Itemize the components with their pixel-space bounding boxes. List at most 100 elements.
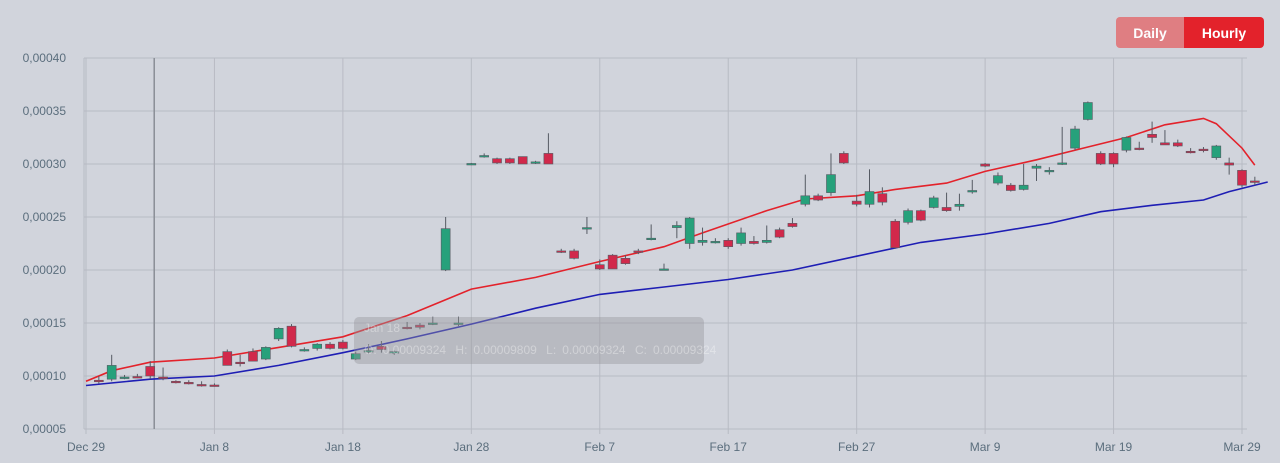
x-tick-label: Mar 19 <box>1095 440 1133 454</box>
candle-body-down <box>749 241 759 244</box>
candle <box>851 194 862 207</box>
candle-body-up <box>684 217 695 244</box>
candle-body-down <box>813 195 823 201</box>
candle <box>774 227 785 239</box>
tooltip-open-label: O: <box>364 343 377 357</box>
x-tick-label: Jan 8 <box>200 440 230 454</box>
candle <box>299 347 310 352</box>
candle-body-down <box>1185 150 1196 154</box>
candle <box>273 327 284 342</box>
candle-body-down <box>517 156 528 165</box>
candle <box>903 208 913 225</box>
tooltip-low-label: L: <box>546 343 557 357</box>
candle-body-up <box>440 228 451 271</box>
y-tick-label: 0,00035 <box>23 104 67 118</box>
x-tick-label: Dec 29 <box>67 440 105 454</box>
candle-body-down <box>543 153 554 165</box>
candle <box>1185 148 1196 154</box>
candle <box>1083 101 1093 121</box>
candle <box>761 225 772 244</box>
candle-body-up <box>864 191 875 205</box>
candle-body-up <box>1044 170 1055 173</box>
candle-body-down <box>1108 153 1119 165</box>
hourly-button[interactable]: Hourly <box>1184 17 1264 48</box>
candle-body-down <box>980 163 990 167</box>
candle-body-up <box>1070 128 1080 149</box>
candle <box>1005 183 1016 192</box>
candle <box>132 373 143 379</box>
candle-body-down <box>723 240 734 247</box>
candle <box>543 133 554 165</box>
candle <box>415 323 425 330</box>
candle-body-down <box>620 258 631 264</box>
candle-body-up <box>800 195 811 205</box>
candle <box>312 343 323 351</box>
candle <box>453 316 464 327</box>
candle-body-down <box>1095 153 1106 165</box>
candle <box>158 367 168 381</box>
candle-body-down <box>325 343 335 349</box>
candle <box>1018 164 1029 191</box>
candle <box>338 339 348 350</box>
candle <box>517 156 528 165</box>
candle <box>813 193 823 202</box>
candle-body-up <box>350 353 361 360</box>
candle <box>492 157 502 164</box>
candle-body-down <box>248 351 258 362</box>
candle <box>1211 144 1222 160</box>
tooltip-open-value: 0.00009324 <box>382 343 447 357</box>
candle-body-up <box>1083 102 1093 120</box>
candle <box>697 227 708 246</box>
y-tick-label: 0,00010 <box>23 369 67 383</box>
candle <box>967 179 978 194</box>
candle <box>402 321 412 330</box>
candle <box>440 217 451 272</box>
candle <box>1134 141 1145 151</box>
candle-body-down <box>1134 147 1145 150</box>
candle-body-up <box>479 155 489 158</box>
candle <box>954 193 965 211</box>
candle-body-up <box>363 350 374 353</box>
candle-body-down <box>402 326 412 330</box>
candle <box>800 174 811 207</box>
tooltip-close-value: 0.00009324 <box>652 343 717 357</box>
tooltip-close-label: C: <box>634 343 647 357</box>
candle <box>826 153 836 196</box>
candle <box>376 341 387 353</box>
candle-body-up <box>993 175 1003 184</box>
candle <box>594 259 605 270</box>
candle <box>1070 125 1080 151</box>
daily-button[interactable]: Daily <box>1116 17 1184 48</box>
candle <box>607 254 618 270</box>
candle <box>183 380 194 385</box>
candle <box>1121 136 1132 153</box>
candle-body-down <box>633 250 644 253</box>
chart-grid <box>83 57 1247 434</box>
y-tick-label: 0,00005 <box>23 422 67 436</box>
candle-body-down <box>1198 148 1209 151</box>
candle-body-up <box>1031 165 1042 169</box>
candle <box>1172 139 1183 148</box>
candle-body-up <box>826 174 836 193</box>
candle <box>1198 147 1209 153</box>
candle-body-down <box>222 351 233 366</box>
candle-body-down <box>1160 142 1170 146</box>
candle <box>839 151 849 164</box>
candle-body-up <box>1211 145 1222 158</box>
candle-body-up <box>1121 137 1132 151</box>
candle-body-down <box>556 250 567 253</box>
candle <box>569 248 579 260</box>
candle <box>389 350 400 355</box>
candle-body-up <box>273 327 284 340</box>
candle <box>1147 121 1157 143</box>
candle-body-down <box>286 325 297 347</box>
tooltip-date: Jan 18 <box>364 321 401 335</box>
candle <box>1108 152 1119 168</box>
candle-body-up <box>389 351 400 354</box>
candle-body-up <box>1018 184 1029 190</box>
candle-body-down <box>505 158 515 164</box>
candle-body-down <box>1005 184 1016 191</box>
x-tick-label: Feb 27 <box>838 440 876 454</box>
candle-body-down <box>94 379 104 383</box>
